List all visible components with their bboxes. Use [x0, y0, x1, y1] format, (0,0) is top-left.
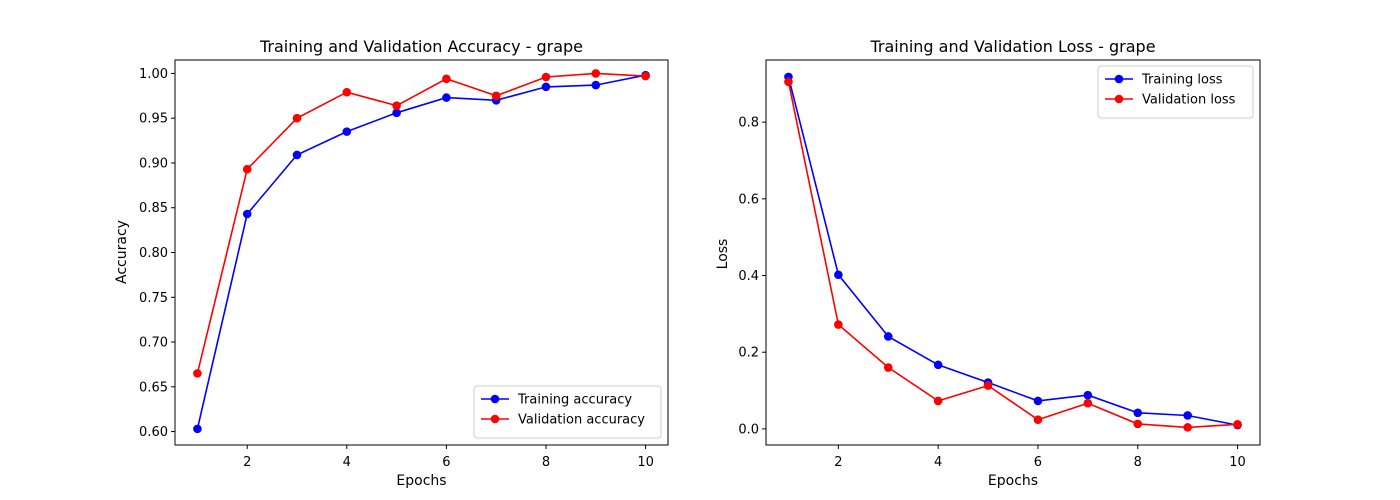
training-loss-point: [1033, 396, 1043, 406]
validation-accuracy-point: [292, 113, 302, 123]
accuracy-chart: Training and Validation Accuracy - grape…: [114, 37, 669, 489]
validation-loss-point: [784, 77, 793, 87]
training-loss-point: [1183, 411, 1192, 420]
loss-y-tick-label: 0.6: [738, 192, 759, 207]
validation-loss-legend-label: Validation loss: [1142, 93, 1236, 108]
accuracy-y-tick-label: 0.70: [139, 336, 168, 351]
training-accuracy-point: [242, 209, 252, 219]
accuracy-x-axis-label: Epochs: [396, 473, 446, 489]
training-loss-legend-marker: [1114, 74, 1124, 84]
loss-x-tick-label: 10: [1229, 455, 1246, 470]
validation-loss-point: [1083, 398, 1093, 408]
validation-accuracy-point: [342, 87, 352, 97]
accuracy-y-tick-label: 0.65: [139, 380, 168, 395]
loss-x-tick-label: 4: [934, 455, 942, 470]
validation-loss-point: [1233, 419, 1242, 429]
training-accuracy-point: [342, 127, 352, 136]
loss-series: [784, 72, 1242, 432]
loss-x-axis-label: Epochs: [988, 473, 1038, 489]
accuracy-x-tick-label: 6: [442, 455, 450, 470]
training-accuracy-point: [292, 150, 302, 160]
loss-y-tick-label: 0.4: [738, 269, 759, 284]
training-accuracy-point: [392, 108, 401, 118]
loss-chart-title: Training and Validation Loss - grape: [869, 37, 1155, 56]
training-loss-point: [1133, 408, 1143, 418]
training-loss-legend-label: Training loss: [1141, 73, 1223, 88]
accuracy-legend: Training accuracy Validation accuracy: [473, 385, 662, 439]
validation-accuracy-point: [591, 69, 601, 78]
training-accuracy-point: [442, 93, 451, 102]
loss-x-tick-label: 2: [834, 455, 842, 470]
validation-accuracy-point: [641, 71, 650, 81]
training-accuracy-point: [541, 82, 551, 92]
validation-accuracy-point: [491, 91, 501, 101]
validation-loss-point: [983, 381, 993, 390]
accuracy-y-tick-label: 0.60: [139, 425, 168, 440]
validation-accuracy-point: [541, 72, 551, 82]
validation-accuracy-line: [196, 72, 646, 374]
accuracy-y-tick-label: 0.85: [139, 201, 168, 216]
training-accuracy-legend-label: Training accuracy: [517, 393, 632, 408]
accuracy-x-tick-label: 10: [637, 455, 654, 470]
loss-ticks: 2 4 6 8 10 0.0 0.2 0.4 0.6 0.8: [738, 116, 1246, 470]
accuracy-legend-box: [473, 385, 662, 439]
accuracy-series: [193, 69, 650, 434]
validation-accuracy-point: [442, 74, 451, 84]
validation-loss-point: [1183, 423, 1192, 432]
loss-y-tick-label: 0.8: [738, 116, 759, 131]
training-loss-line: [787, 76, 1238, 426]
loss-plot-area: [765, 59, 1261, 446]
validation-accuracy-legend-marker: [490, 414, 500, 424]
accuracy-y-tick-label: 0.80: [139, 246, 168, 261]
training-loss-point: [834, 270, 843, 280]
accuracy-x-tick-label: 4: [343, 455, 351, 470]
validation-loss-point: [883, 363, 893, 372]
validation-loss-point: [1033, 415, 1043, 424]
accuracy-y-tick-label: 0.90: [139, 156, 168, 171]
validation-accuracy-point: [392, 101, 401, 110]
training-accuracy-point: [193, 424, 202, 434]
validation-loss-point: [933, 396, 943, 406]
loss-x-tick-label: 6: [1034, 455, 1042, 470]
validation-accuracy-point: [193, 369, 202, 378]
training-accuracy-line: [196, 74, 646, 430]
validation-accuracy-legend-label: Validation accuracy: [518, 413, 645, 428]
training-accuracy-point: [591, 80, 601, 90]
accuracy-y-tick-label: 1.00: [139, 67, 168, 82]
accuracy-y-axis-label: Accuracy: [114, 220, 130, 284]
accuracy-plot-area: [174, 59, 669, 446]
training-loss-point: [933, 360, 943, 370]
validation-loss-point: [834, 320, 843, 329]
accuracy-x-tick-label: 2: [243, 455, 251, 470]
accuracy-x-tick-label: 8: [542, 455, 550, 470]
loss-y-tick-label: 0.2: [738, 346, 759, 361]
validation-accuracy-point: [242, 164, 252, 174]
training-loss-point: [883, 332, 893, 341]
loss-legend: Training loss Validation loss: [1097, 65, 1254, 119]
validation-loss-point: [1133, 419, 1143, 429]
training-loss-point: [1083, 390, 1093, 400]
loss-legend-box: [1097, 65, 1254, 119]
loss-x-tick-label: 8: [1134, 455, 1142, 470]
validation-loss-legend-marker: [1114, 94, 1124, 104]
accuracy-y-tick-label: 0.75: [139, 291, 168, 306]
loss-chart: Training and Validation Loss - grape Epo…: [715, 37, 1261, 489]
training-accuracy-legend-marker: [490, 394, 500, 404]
accuracy-chart-title: Training and Validation Accuracy - grape: [259, 37, 583, 56]
accuracy-y-tick-label: 0.95: [139, 112, 168, 127]
validation-loss-line: [787, 81, 1238, 429]
loss-y-axis-label: Loss: [715, 239, 731, 270]
loss-y-tick-label: 0.0: [738, 422, 759, 437]
accuracy-ticks: 2 4 6 8 10 0.60 0.65 0.70 0.75 0.80 0.85 0.90 0.95 1.…: [139, 67, 654, 470]
